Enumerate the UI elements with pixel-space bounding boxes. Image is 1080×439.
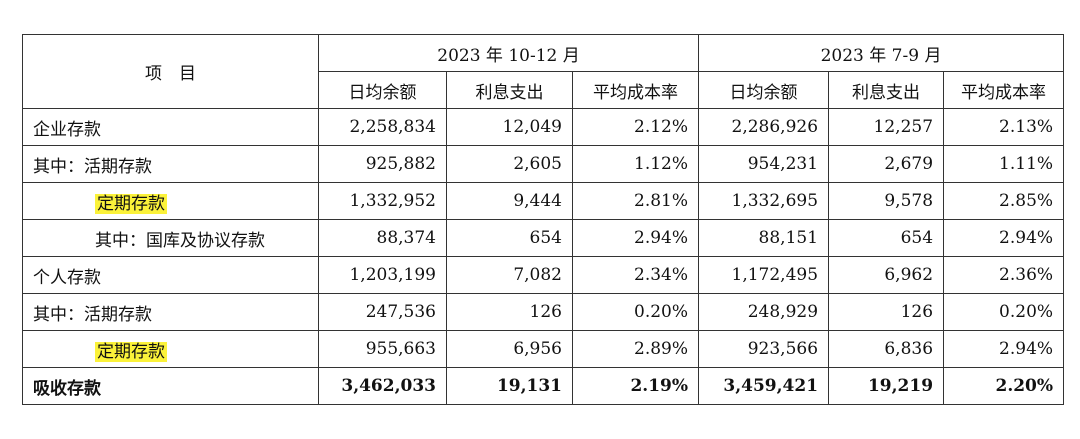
- highlighted-row-label: 定期存款: [95, 193, 167, 214]
- cell-value: 6,956: [446, 330, 573, 368]
- cell-value: 2.94%: [943, 219, 1065, 257]
- cell-value: 248,929: [698, 293, 830, 331]
- col-header: 平均成本率: [943, 71, 1065, 109]
- period2-header: 2023 年 7-9 月: [698, 34, 1065, 72]
- cell-value: 2.19%: [571, 367, 700, 405]
- cell-value: 955,663: [318, 330, 447, 368]
- cell-value: 0.20%: [571, 293, 700, 331]
- table-row: 定期存款 955,663 6,956 2.89% 923,566 6,836 2…: [22, 330, 1065, 368]
- total-row: 吸收存款 3,462,033 19,131 2.19% 3,459,421 19…: [22, 367, 1065, 405]
- row-label: 吸收存款: [22, 367, 319, 405]
- item-header: 项 目: [22, 34, 319, 109]
- cell-value: 2.36%: [943, 256, 1065, 294]
- table-row: 其中：活期存款 925,882 2,605 1.12% 954,231 2,67…: [22, 145, 1065, 183]
- cell-value: 0.20%: [943, 293, 1065, 331]
- row-label: 其中：活期存款: [22, 293, 319, 331]
- highlighted-row-label: 定期存款: [95, 341, 167, 362]
- col-header: 日均余额: [698, 71, 830, 109]
- row-label-cell: 定期存款: [22, 182, 319, 220]
- cell-value: 1,332,695: [698, 182, 830, 220]
- table-row: 定期存款 1,332,952 9,444 2.81% 1,332,695 9,5…: [22, 182, 1065, 220]
- col-header: 日均余额: [318, 71, 447, 109]
- cell-value: 247,536: [318, 293, 447, 331]
- col-header: 利息支出: [828, 71, 945, 109]
- cell-value: 654: [828, 219, 945, 257]
- cell-value: 19,219: [828, 367, 945, 405]
- cell-value: 2.89%: [571, 330, 700, 368]
- cell-value: 925,882: [318, 145, 447, 183]
- cell-value: 2,679: [828, 145, 945, 183]
- period1-header: 2023 年 10-12 月: [317, 34, 700, 72]
- table-row: 其中：国库及协议存款 88,374 654 2.94% 88,151 654 2…: [22, 219, 1065, 257]
- cell-value: 1.11%: [943, 145, 1065, 183]
- table-row: 企业存款 2,258,834 12,049 2.12% 2,286,926 12…: [22, 108, 1065, 146]
- cell-value: 19,131: [446, 367, 573, 405]
- cell-value: 126: [828, 293, 945, 331]
- cell-value: 1,332,952: [318, 182, 447, 220]
- table-row: 其中：活期存款 247,536 126 0.20% 248,929 126 0.…: [22, 293, 1065, 331]
- cell-value: 1,203,199: [318, 256, 447, 294]
- cell-value: 88,374: [318, 219, 447, 257]
- table-row: 个人存款 1,203,199 7,082 2.34% 1,172,495 6,9…: [22, 256, 1065, 294]
- cell-value: 7,082: [446, 256, 573, 294]
- cell-value: 2,286,926: [698, 108, 830, 146]
- cell-value: 2.81%: [571, 182, 700, 220]
- cell-value: 1,172,495: [698, 256, 830, 294]
- row-label: 个人存款: [22, 256, 319, 294]
- row-label-cell: 定期存款: [22, 330, 319, 368]
- cell-value: 2.13%: [943, 108, 1065, 146]
- col-header: 平均成本率: [571, 71, 700, 109]
- cell-value: 923,566: [698, 330, 830, 368]
- deposit-cost-table: 项 目 2023 年 10-12 月 2023 年 7-9 月 日均余额 利息支…: [22, 34, 1065, 405]
- cell-value: 9,444: [446, 182, 573, 220]
- cell-value: 1.12%: [571, 145, 700, 183]
- cell-value: 2.94%: [571, 219, 700, 257]
- row-label: 其中：国库及协议存款: [22, 219, 319, 257]
- header-row-2: 日均余额 利息支出 平均成本率 日均余额 利息支出 平均成本率: [23, 71, 1065, 109]
- cell-value: 3,459,421: [698, 367, 830, 405]
- cell-value: 654: [446, 219, 573, 257]
- header-row-1: 项 目 2023 年 10-12 月 2023 年 7-9 月: [22, 34, 1065, 109]
- cell-value: 3,462,033: [318, 367, 447, 405]
- cell-value: 2.34%: [571, 256, 700, 294]
- cell-value: 2.94%: [943, 330, 1065, 368]
- cell-value: 2,605: [446, 145, 573, 183]
- cell-value: 9,578: [828, 182, 945, 220]
- cell-value: 2,258,834: [318, 108, 447, 146]
- cell-value: 126: [446, 293, 573, 331]
- col-header: 利息支出: [446, 71, 573, 109]
- cell-value: 2.20%: [943, 367, 1065, 405]
- cell-value: 954,231: [698, 145, 830, 183]
- cell-value: 2.12%: [571, 108, 700, 146]
- cell-value: 12,049: [446, 108, 573, 146]
- cell-value: 6,962: [828, 256, 945, 294]
- cell-value: 2.85%: [943, 182, 1065, 220]
- row-label: 其中：活期存款: [22, 145, 319, 183]
- cell-value: 12,257: [828, 108, 945, 146]
- row-label: 企业存款: [22, 108, 319, 146]
- cell-value: 6,836: [828, 330, 945, 368]
- cell-value: 88,151: [698, 219, 830, 257]
